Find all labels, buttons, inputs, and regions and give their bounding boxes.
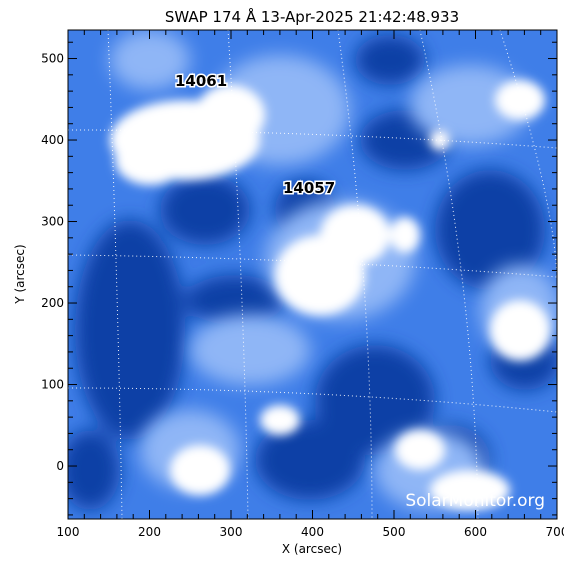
y-tick-label: 0 [56, 459, 64, 473]
x-tick-label: 600 [464, 525, 487, 539]
watermark: SolarMonitor.org [405, 491, 545, 511]
active-region-label: 14061 [175, 72, 227, 90]
y-axis-label: Y (arcsec) [13, 244, 27, 304]
y-tick-label: 400 [41, 133, 64, 147]
plot-title: SWAP 174 Å 13-Apr-2025 21:42:48.933 [165, 7, 459, 26]
x-tick-label: 400 [301, 525, 324, 539]
y-axis-ticks: 0 100 200 300 400 500 [41, 41, 557, 516]
x-tick-label: 300 [220, 525, 243, 539]
active-region-label: 14057 [283, 179, 335, 197]
x-tick-label: 700 [546, 525, 564, 539]
y-tick-label: 500 [41, 52, 64, 66]
y-tick-label: 300 [41, 215, 64, 229]
x-axis-label: X (arcsec) [282, 542, 342, 556]
x-tick-label: 200 [138, 525, 161, 539]
y-tick-label: 100 [41, 378, 64, 392]
y-tick-label: 200 [41, 296, 64, 310]
x-tick-label: 100 [57, 525, 80, 539]
solar-euv-image [68, 30, 557, 519]
x-tick-label: 500 [383, 525, 406, 539]
x-axis-ticks: 100 200 300 400 500 600 700 [57, 30, 564, 539]
